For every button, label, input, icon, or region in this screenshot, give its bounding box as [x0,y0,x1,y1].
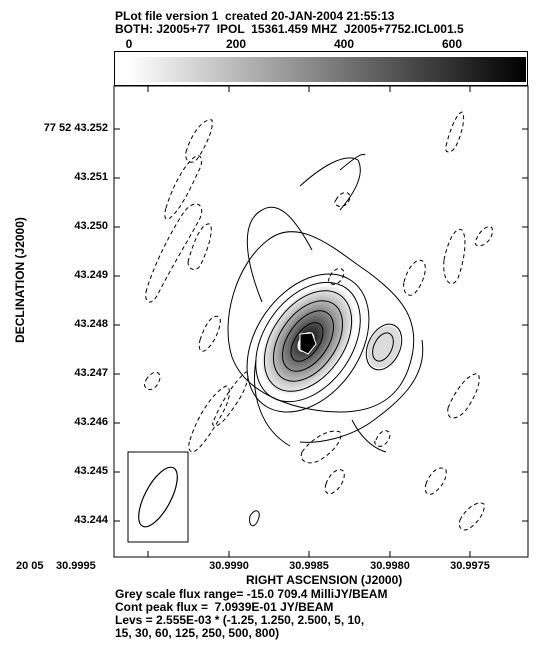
y-axis-ticks [114,128,528,522]
peak-pixel [299,332,317,355]
plot-frame [113,85,529,558]
x-tick-label: 30.9995 [56,560,96,572]
y-tick-label: 43.251 [74,171,108,183]
footer-peak-flux: Cont peak flux = 7.0939E-01 JY/BEAM [115,600,334,614]
x-tick-label: 30.9980 [370,560,410,572]
greyscale-wedge [114,51,528,86]
wedge-tick-label: 600 [441,37,463,51]
x-tick-label: 30.9975 [450,560,490,572]
y-tick-label: 77 52 43.252 [43,122,108,134]
y-tick-label: 43.250 [74,220,108,232]
x-tick-label: 30.9985 [289,560,329,572]
negative-contours [144,111,493,531]
footer-levels-2: 15, 30, 60, 125, 250, 500, 800) [115,626,280,640]
y-tick-label: 43.246 [74,416,108,428]
greyscale-gradient [128,57,526,82]
x-tick-label: 30.9990 [209,560,249,572]
footer-levels-1: Levs = 2.555E-03 * (-1.25, 1.250, 2.500,… [115,613,365,627]
wedge-tick-label: 0 [125,37,133,51]
y-tick-label: 43.245 [74,465,108,477]
plot-header-line-1: PLot file version 1 created 20-JAN-2004 … [115,9,395,23]
wedge-tick-label: 200 [225,37,247,51]
x-axis-ticks [147,86,471,557]
y-tick-label: 43.247 [74,367,108,379]
beam-box [127,451,189,543]
x-axis-prefix: 20 05 [16,560,44,572]
y-tick-label: 43.249 [74,269,108,281]
positive-contours [227,153,424,527]
y-tick-label: 43.248 [74,318,108,330]
y-tick-label: 43.244 [74,514,108,526]
wedge-tick-label: 400 [333,37,355,51]
y-axis-label: DECLINATION (J2000) [13,217,27,343]
plot-header-line-2: BOTH: J2005+77 IPOL 15361.459 MHZ J2005+… [115,22,464,36]
x-axis-label: RIGHT ASCENSION (J2000) [246,573,403,587]
footer-flux-range: Grey scale flux range= -15.0 709.4 Milli… [115,587,388,601]
beam-ellipse [138,466,178,528]
